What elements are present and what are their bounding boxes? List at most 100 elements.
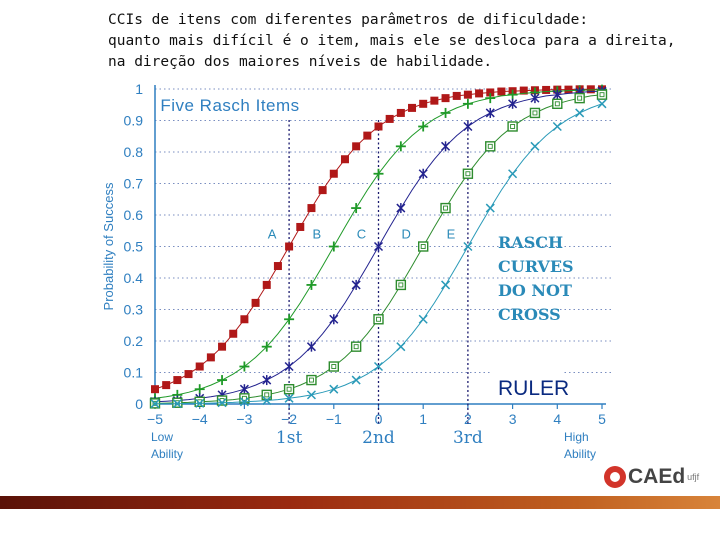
grid-lines: [155, 88, 614, 373]
marker-x: [373, 361, 384, 372]
rasch-note-line: RASCH: [498, 233, 563, 252]
series-b: [150, 84, 607, 404]
marker-square-open: [283, 383, 295, 395]
marker-square-filled: [173, 376, 182, 385]
x-tick-label: −4: [192, 411, 208, 427]
series-d: [149, 89, 608, 409]
marker-x: [575, 108, 585, 118]
marker-square-open: [574, 92, 585, 104]
marker-square-open: [350, 341, 362, 352]
x-tick-label: −3: [236, 411, 252, 427]
y-tick-label: 0.1: [124, 365, 144, 381]
marker-square-filled: [463, 90, 472, 99]
marker-square-open: [306, 374, 317, 386]
marker-square-open: [507, 121, 518, 132]
high-ability-label: High: [564, 430, 589, 444]
y-tick-label: 1: [135, 81, 143, 97]
marker-x: [172, 399, 182, 409]
marker-square-filled: [408, 103, 417, 112]
y-tick-label: 0: [135, 396, 143, 412]
marker-square-open: [241, 395, 247, 401]
marker-square-filled: [486, 88, 495, 97]
marker-square-open: [309, 377, 314, 383]
rasch-note-line: DO NOT: [498, 281, 572, 300]
marker-square-open: [194, 396, 205, 407]
marker-square-filled: [542, 85, 551, 94]
marker-x: [463, 241, 473, 252]
marker-x: [351, 375, 361, 385]
marker-square-open: [395, 279, 407, 291]
marker-square-open: [510, 124, 516, 129]
marker-square-open: [373, 314, 384, 325]
series-label: B: [312, 227, 321, 242]
marker-square-open: [418, 241, 429, 252]
rasch-curves-chart: 00.10.20.30.40.50.60.70.80.91−5−4−3−2−10…: [101, 81, 614, 461]
marker-square-filled: [318, 186, 327, 195]
marker-square-filled: [352, 142, 361, 151]
marker-square-filled: [430, 96, 439, 105]
x-tick-label: −1: [326, 411, 342, 427]
marker-square-filled: [363, 131, 372, 140]
marker-square-filled: [452, 91, 461, 100]
reference-label: 3rd: [453, 428, 483, 448]
chart-title: Five Rasch Items: [160, 96, 299, 115]
y-tick-label: 0.2: [124, 333, 144, 349]
marker-square-open: [554, 101, 560, 107]
marker-square-open: [376, 316, 381, 322]
marker-square-open: [398, 282, 404, 288]
y-tick-label: 0.3: [124, 302, 144, 318]
marker-square-filled: [285, 242, 294, 251]
footer-bar: [0, 496, 720, 509]
marker-square-open: [465, 171, 471, 177]
marker-square-open: [261, 389, 272, 401]
marker-square-open: [216, 395, 228, 406]
marker-square-filled: [251, 298, 260, 307]
marker-square-open: [599, 92, 605, 98]
marker-square-open: [485, 141, 496, 152]
y-tick-label: 0.7: [124, 176, 144, 192]
logo-text: CAEd: [628, 465, 686, 488]
reference-lines: 1st 2nd 3rd: [276, 120, 483, 448]
high-ability-label: Ability: [564, 447, 596, 461]
marker-square-filled: [184, 370, 193, 379]
y-tick-label: 0.8: [124, 144, 144, 160]
marker-x: [262, 396, 272, 406]
series-e: [150, 99, 607, 409]
marker-x: [329, 384, 339, 394]
marker-square-open: [462, 168, 474, 179]
marker-x: [217, 398, 227, 408]
marker-x: [530, 141, 540, 151]
caption-line: na direção dos maiores níveis de habilid…: [108, 54, 493, 70]
marker-x: [150, 399, 160, 409]
marker-square-open: [443, 205, 448, 211]
marker-square-filled: [329, 169, 338, 178]
marker-square-filled: [475, 89, 484, 98]
marker-square-filled: [497, 87, 506, 96]
marker-square-filled: [206, 353, 215, 362]
caed-logo: CAEd ufjf: [604, 462, 699, 492]
marker-square-open: [552, 98, 563, 110]
series-label: A: [268, 227, 277, 242]
marker-x: [239, 397, 249, 407]
marker-square-filled: [218, 342, 227, 351]
marker-square-open: [577, 95, 583, 101]
reference-label: 2nd: [362, 428, 395, 448]
marker-x: [485, 203, 495, 213]
slide-caption: CCIs de itens com diferentes parâmetros …: [108, 10, 708, 73]
y-tick-label: 0.5: [124, 239, 144, 255]
marker-square-filled: [385, 114, 394, 123]
y-axis-label: Probability of Success: [101, 182, 116, 310]
marker-square-filled: [564, 85, 573, 94]
marker-x: [306, 390, 316, 400]
y-tick-label: 0.4: [124, 270, 144, 286]
caption-line: CCIs de itens com diferentes parâmetros …: [108, 12, 589, 28]
marker-square-open: [328, 361, 339, 372]
x-tick-label: 3: [509, 411, 517, 427]
labels-layer: Five Rasch Items A B C D E RASCH CURVES DO NOT CR…: [151, 96, 596, 461]
x-tick-label: 1: [419, 411, 427, 427]
marker-square-open: [596, 89, 608, 100]
marker-square-filled: [441, 94, 450, 103]
marker-square-filled: [296, 222, 305, 231]
y-tick-label: 0.9: [124, 113, 144, 129]
logo-tail: ufjf: [687, 472, 700, 482]
